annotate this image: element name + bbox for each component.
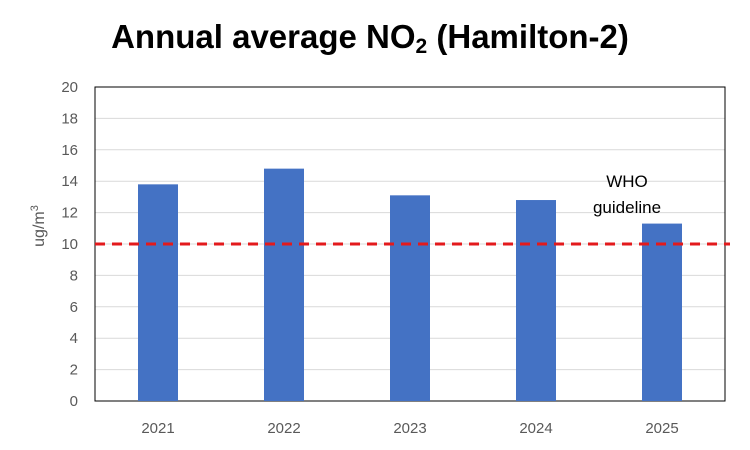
who-label-line: WHO	[606, 172, 648, 191]
x-tick-label: 2024	[519, 420, 552, 437]
y-axis-label: ug/m3	[29, 205, 48, 247]
y-tick-label: 6	[70, 299, 78, 316]
chart-title-tail: (Hamilton-2)	[427, 18, 629, 55]
who-label-line: guideline	[593, 198, 661, 217]
y-tick-label: 2	[70, 362, 78, 379]
y-tick-label: 4	[70, 330, 78, 347]
bars	[138, 168, 682, 401]
y-tick-label: 12	[61, 205, 78, 222]
bar-2025	[642, 223, 682, 401]
y-tick-label: 10	[61, 236, 78, 253]
x-tick-label: 2025	[645, 420, 678, 437]
x-tick-label: 2023	[393, 420, 426, 437]
y-axis-label-text: ug/m	[31, 211, 48, 247]
chart-title: Annual average NO2 (Hamilton-2)	[0, 18, 745, 58]
bar-2024	[516, 200, 556, 401]
y-tick-label: 0	[70, 393, 78, 410]
y-tick-label: 14	[61, 173, 78, 190]
x-tick-label: 2021	[141, 420, 174, 437]
chart-title-main: Annual average NO	[111, 18, 416, 55]
who-guideline-label: WHO guideline	[593, 172, 661, 217]
y-tick-label: 16	[61, 142, 78, 159]
y-axis-label-superscript: 3	[29, 205, 41, 211]
y-tick-label: 18	[61, 110, 78, 127]
y-axis-ticks: 0 2 4 6 8 10 12 14 16 18 20	[61, 79, 78, 410]
bar-2022	[264, 168, 304, 401]
x-tick-label: 2022	[267, 420, 300, 437]
chart-title-subscript: 2	[415, 35, 428, 58]
y-tick-label: 20	[61, 79, 78, 96]
x-axis-ticks: 2021 2022 2023 2024 2025	[141, 420, 678, 437]
bar-2021	[138, 184, 178, 401]
y-tick-label: 8	[70, 267, 78, 284]
bar-2023	[390, 195, 430, 401]
